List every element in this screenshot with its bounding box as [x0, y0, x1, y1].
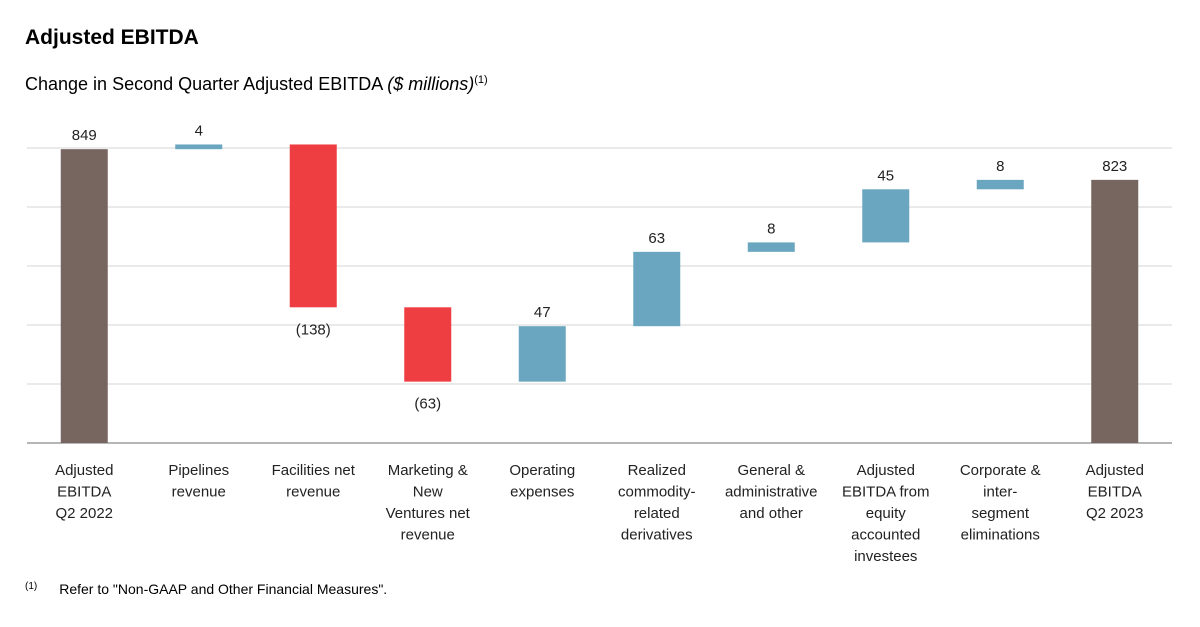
category-label: General &	[737, 462, 805, 479]
bar	[175, 144, 223, 150]
data-label: (138)	[296, 321, 331, 338]
page-title: Adjusted EBITDA	[25, 26, 199, 49]
category-label: Adjusted	[1086, 462, 1144, 479]
category-label: Ventures net	[386, 505, 471, 522]
data-label: 4	[195, 122, 203, 139]
data-label: 45	[877, 167, 894, 184]
category-label: EBITDA	[57, 484, 111, 501]
category-label: administrative	[725, 484, 818, 501]
category-label: accounted	[851, 527, 920, 544]
data-label: 823	[1102, 158, 1127, 175]
data-label: 63	[648, 230, 665, 247]
data-label: 8	[996, 158, 1004, 175]
data-label: 47	[534, 304, 551, 321]
category-label: eliminations	[961, 527, 1040, 544]
category-label: commodity-	[618, 484, 696, 501]
category-label: Operating	[509, 462, 575, 479]
category-label: EBITDA	[1088, 484, 1142, 501]
footnote-mark: (1)	[25, 581, 38, 592]
category-label: New	[413, 484, 443, 501]
bar	[976, 179, 1024, 190]
data-label: 8	[767, 220, 775, 237]
data-label: (63)	[414, 396, 441, 413]
data-label: 849	[72, 127, 97, 144]
category-label: and other	[740, 505, 803, 522]
footnote-ref: (1)	[474, 74, 488, 86]
category-label: Q2 2023	[1086, 505, 1144, 522]
category-label: Realized	[628, 462, 686, 479]
category-label: EBITDA from	[842, 484, 930, 501]
bar	[1091, 179, 1139, 444]
subtitle-unit: ($ millions)	[387, 74, 475, 94]
category-label: Marketing &	[388, 462, 468, 479]
footnote: (1) Refer to "Non-GAAP and Other Financia…	[25, 581, 387, 597]
subtitle-text: Change in Second Quarter Adjusted EBITDA	[25, 74, 388, 94]
category-label: Corporate &	[960, 462, 1041, 479]
category-label: derivatives	[621, 527, 693, 544]
waterfall-chart: 849 Adjusted EBITDA Q2 2022 4 Pipelines revenu…	[27, 122, 1172, 565]
category-label: Adjusted	[857, 462, 915, 479]
category-label: expenses	[510, 484, 574, 501]
category-label: Facilities net	[272, 462, 356, 479]
category-label: revenue	[286, 484, 340, 501]
category-label: inter-	[983, 484, 1017, 501]
bar	[289, 144, 337, 308]
category-label: investees	[854, 548, 917, 565]
category-label: Pipelines	[168, 462, 229, 479]
chart-subtitle: Change in Second Quarter Adjusted EBITDA…	[25, 74, 488, 95]
category-label: revenue	[172, 484, 226, 501]
bar	[518, 326, 566, 382]
bar	[747, 242, 795, 252]
category-label: segment	[971, 505, 1029, 522]
bar	[633, 251, 681, 327]
category-label: Q2 2022	[55, 505, 113, 522]
bar	[60, 149, 108, 443]
category-label: equity	[866, 505, 907, 522]
category-label: revenue	[401, 527, 455, 544]
bar	[404, 307, 452, 382]
category-label: Adjusted	[55, 462, 113, 479]
footnote-text: Refer to "Non-GAAP and Other Financial M…	[59, 581, 388, 597]
bar	[862, 189, 910, 243]
category-label: related	[634, 505, 680, 522]
